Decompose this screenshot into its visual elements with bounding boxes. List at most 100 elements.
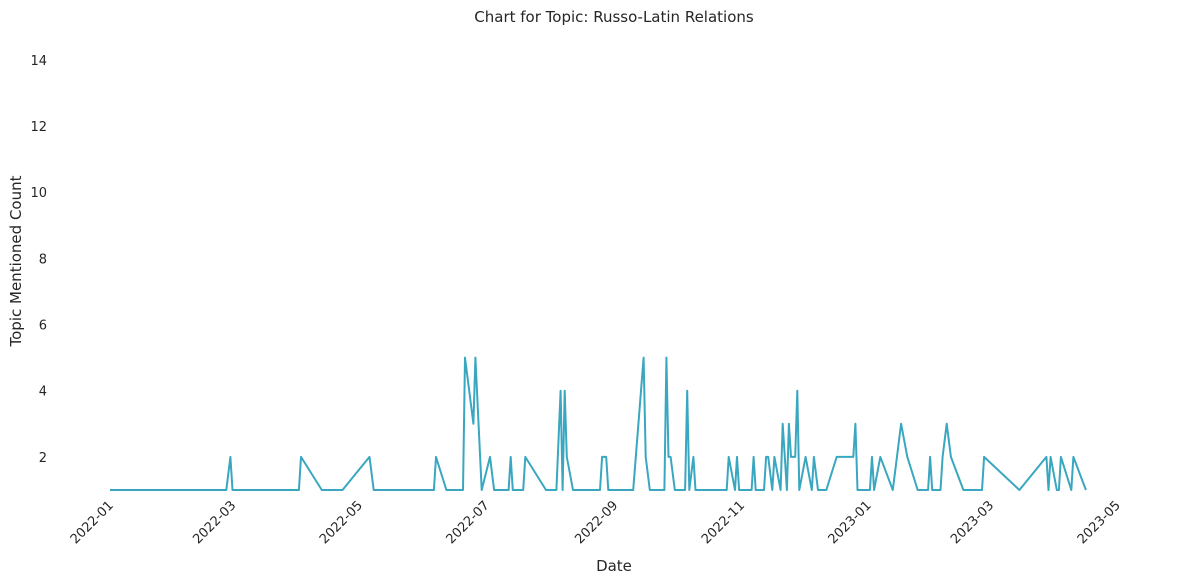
data-point	[1050, 456, 1051, 457]
data-point	[813, 456, 814, 457]
data-point	[871, 456, 872, 457]
data-point	[695, 489, 696, 490]
data-point	[572, 489, 573, 490]
data-point	[917, 489, 918, 490]
data-point	[774, 456, 775, 457]
data-point	[512, 489, 513, 490]
data-point	[687, 390, 688, 391]
data-point	[489, 456, 490, 457]
data-point	[300, 456, 301, 457]
data-point	[1058, 489, 1059, 490]
data-point	[932, 489, 933, 490]
data-point	[664, 489, 665, 490]
data-point	[946, 423, 947, 424]
data-point	[545, 489, 546, 490]
y-tick-label: 6	[39, 319, 47, 334]
data-point	[795, 456, 796, 457]
data-point	[874, 489, 875, 490]
data-point	[790, 456, 791, 457]
data-point	[1071, 489, 1072, 490]
data-point	[782, 423, 783, 424]
data-point	[826, 489, 827, 490]
data-point	[880, 456, 881, 457]
data-point	[523, 489, 524, 490]
data-point	[751, 489, 752, 490]
data-point	[464, 357, 465, 358]
data-point	[753, 456, 754, 457]
data-point	[1048, 489, 1049, 490]
data-point	[728, 456, 729, 457]
series-line	[110, 356, 1087, 491]
data-point	[693, 456, 694, 457]
chart-title: Chart for Topic: Russo-Latin Relations	[474, 8, 754, 26]
data-point	[633, 489, 634, 490]
data-point	[768, 456, 769, 457]
data-point	[772, 489, 773, 490]
data-point	[473, 423, 474, 424]
data-point	[940, 489, 941, 490]
data-point	[674, 489, 675, 490]
data-point	[1060, 456, 1061, 457]
data-point	[734, 489, 735, 490]
data-point	[1073, 456, 1074, 457]
data-point	[560, 390, 561, 391]
data-point	[226, 489, 227, 490]
data-point	[1056, 489, 1057, 490]
data-point	[433, 489, 434, 490]
data-point	[855, 423, 856, 424]
y-tick-label: 2	[39, 451, 47, 466]
data-point	[666, 357, 667, 358]
data-point	[836, 456, 837, 457]
data-point	[838, 456, 839, 457]
data-point	[510, 456, 511, 457]
y-tick-label: 10	[30, 186, 47, 201]
data-point	[342, 489, 343, 490]
data-point	[508, 489, 509, 490]
data-point	[863, 489, 864, 490]
data-point	[857, 489, 858, 490]
data-point	[788, 423, 789, 424]
data-point	[766, 456, 767, 457]
data-point	[232, 489, 233, 490]
data-point	[1085, 489, 1086, 490]
data-point	[901, 423, 902, 424]
data-point	[763, 489, 764, 490]
data-point	[608, 489, 609, 490]
data-point	[556, 489, 557, 490]
data-point	[907, 456, 908, 457]
data-point	[799, 489, 800, 490]
y-tick-label: 12	[30, 120, 47, 135]
y-tick-label: 14	[30, 54, 47, 69]
data-point	[566, 456, 567, 457]
y-axis-ticks: 2 4 6 8 10 12 14	[30, 54, 47, 466]
data-point	[797, 390, 798, 391]
data-point	[786, 489, 787, 490]
data-point	[481, 489, 482, 490]
data-point	[685, 489, 686, 490]
data-point	[942, 456, 943, 457]
data-point	[494, 489, 495, 490]
data-point	[1046, 456, 1047, 457]
data-point	[564, 390, 565, 391]
data-point	[602, 456, 603, 457]
data-point	[689, 489, 690, 490]
data-point	[643, 357, 644, 358]
data-point	[1019, 489, 1020, 490]
data-point	[109, 489, 110, 490]
data-point	[298, 489, 299, 490]
data-point	[726, 489, 727, 490]
data-point	[984, 456, 985, 457]
data-point	[562, 489, 563, 490]
x-axis-label: Date	[596, 557, 632, 575]
data-point	[817, 489, 818, 490]
data-point	[780, 489, 781, 490]
data-point	[649, 489, 650, 490]
data-point	[475, 357, 476, 358]
data-point	[981, 489, 982, 490]
data-point	[739, 489, 740, 490]
data-point	[950, 456, 951, 457]
data-point	[645, 456, 646, 457]
data-point	[230, 456, 231, 457]
